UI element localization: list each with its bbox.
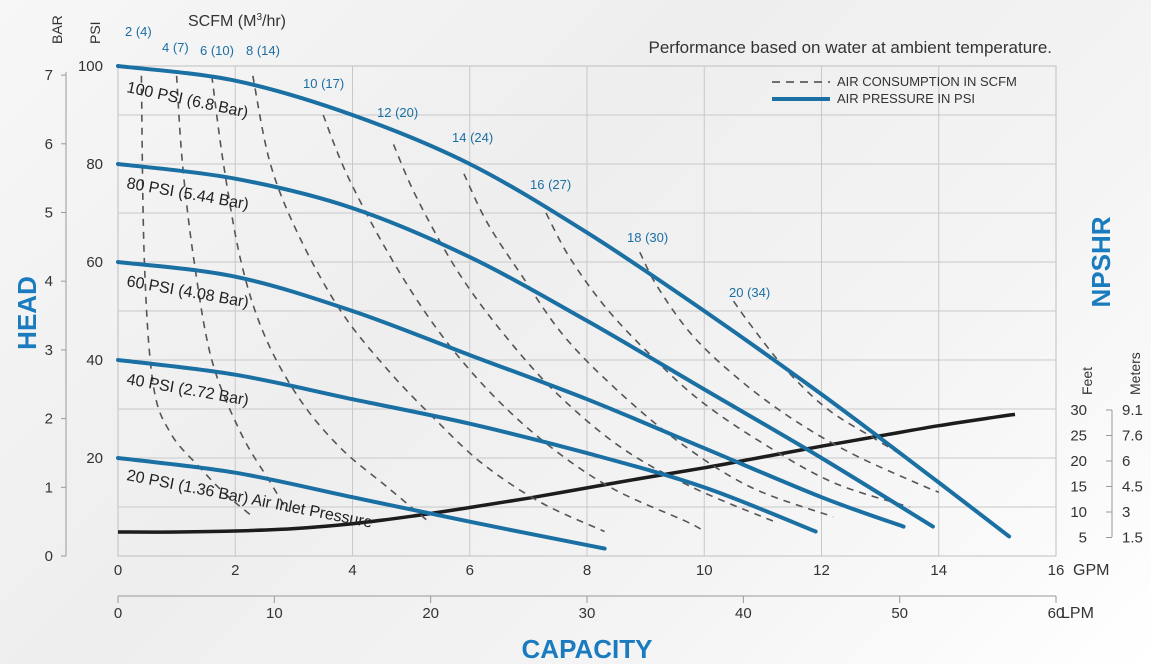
npshr-feet-tick-label: 30 bbox=[1070, 402, 1087, 419]
legend-scfm-label: AIR CONSUMPTION IN SCFM bbox=[837, 74, 1017, 89]
performance-note: Performance based on water at ambient te… bbox=[649, 38, 1053, 57]
scfm-header-suffix: /hr) bbox=[262, 13, 286, 30]
capacity-axis-title: CAPACITY bbox=[522, 634, 653, 664]
scfm-header-prefix: SCFM (M bbox=[188, 13, 256, 30]
lpm-tick-label: 60 bbox=[1048, 605, 1065, 622]
bar-tick-label: 4 bbox=[45, 273, 53, 290]
npshr-meters-tick-label: 3 bbox=[1122, 504, 1130, 521]
meters-unit-label: Meters bbox=[1127, 352, 1143, 395]
tick-labels: 0 2 4 6 8 10 12 14 160 10 20 30 40 50 6020406080100012… bbox=[45, 58, 1143, 622]
psi-tick-label: 60 bbox=[86, 254, 103, 271]
scfm-curve bbox=[463, 173, 834, 518]
lpm-tick-label: 50 bbox=[891, 605, 908, 622]
bar-tick-label: 5 bbox=[45, 205, 53, 222]
pressure-curve bbox=[116, 358, 818, 534]
npshr-curve bbox=[117, 412, 1016, 534]
npshr-feet-tick-label: 15 bbox=[1070, 479, 1087, 496]
npshr-axis-title: NPSHR bbox=[1086, 216, 1116, 307]
lpm-tick-label: 0 bbox=[114, 605, 122, 622]
npshr-series bbox=[117, 412, 1016, 534]
npshr-feet-tick-label: 10 bbox=[1070, 504, 1087, 521]
psi-tick-label: 20 bbox=[86, 450, 103, 467]
scfm-curve bbox=[252, 75, 605, 533]
gpm-tick-label: 14 bbox=[930, 562, 947, 579]
scfm-curve-label: 6 (10) bbox=[200, 43, 234, 58]
gpm-tick-label: 2 bbox=[231, 562, 239, 579]
npshr-meters-tick-label: 4.5 bbox=[1122, 479, 1143, 496]
npshr-meters-tick-label: 6 bbox=[1122, 453, 1130, 470]
psi-tick-label: 100 bbox=[78, 58, 103, 75]
gpm-tick-label: 0 bbox=[114, 562, 122, 579]
scfm-curve bbox=[140, 75, 254, 518]
npshr-meters-tick-label: 1.5 bbox=[1122, 530, 1143, 547]
scfm-curve bbox=[211, 75, 430, 523]
bar-tick-label: 2 bbox=[45, 411, 53, 428]
gpm-unit-label: GPM bbox=[1073, 562, 1109, 579]
scfm-curve-label: 12 (20) bbox=[377, 105, 418, 120]
scfm-curve-label: 16 (27) bbox=[530, 177, 571, 192]
lpm-tick-label: 20 bbox=[422, 605, 439, 622]
npshr-feet-tick-label: 25 bbox=[1070, 428, 1087, 445]
pressure-curve bbox=[116, 162, 935, 529]
scfm-header: SCFM (M3/hr) bbox=[188, 12, 286, 30]
scfm-curve-label: 10 (17) bbox=[303, 76, 344, 91]
gpm-tick-label: 10 bbox=[696, 562, 713, 579]
gpm-tick-label: 12 bbox=[813, 562, 830, 579]
lpm-unit-label: LPM bbox=[1061, 605, 1094, 622]
scfm-header-sup: 3 bbox=[256, 12, 262, 23]
scfm-curve-label: 4 (7) bbox=[162, 40, 189, 55]
npshr-meters-tick-label: 7.6 bbox=[1122, 428, 1143, 445]
psi-tick-label: 40 bbox=[86, 352, 103, 369]
scfm-curve-label: 18 (30) bbox=[627, 230, 668, 245]
axes bbox=[65, 72, 1113, 597]
bar-unit-label: BAR bbox=[49, 15, 65, 44]
pressure-series-group: 100 PSI (6.8 Bar)80 PSI (5.44 Bar)60 PSI… bbox=[116, 64, 1012, 551]
pressure-curve bbox=[116, 456, 607, 551]
scfm-curve-label: 2 (4) bbox=[125, 24, 152, 39]
scfm-series-group: 2 (4) 4 (7) 6 (10) 8 (14) 10 (17) 12 (20) 14 (… bbox=[125, 24, 940, 533]
grid bbox=[117, 65, 1057, 557]
lpm-tick-label: 10 bbox=[266, 605, 283, 622]
gpm-tick-label: 4 bbox=[348, 562, 356, 579]
scfm-curve bbox=[175, 75, 289, 513]
bar-tick-label: 6 bbox=[45, 136, 53, 153]
scfm-curve-label: 8 (14) bbox=[246, 43, 280, 58]
scfm-curve bbox=[639, 251, 940, 494]
head-axis-title: HEAD bbox=[12, 276, 42, 350]
pressure-curve-label: 40 PSI (2.72 Bar) bbox=[125, 371, 250, 409]
lpm-tick-label: 40 bbox=[735, 605, 752, 622]
pressure-curve-label: 60 PSI (4.08 Bar) bbox=[125, 273, 250, 311]
pressure-curve bbox=[116, 260, 906, 529]
legend: AIR CONSUMPTION IN SCFM AIR PRESSURE IN … bbox=[772, 74, 1017, 106]
gpm-tick-label: 6 bbox=[466, 562, 474, 579]
npshr-meters-tick-label: 9.1 bbox=[1122, 402, 1143, 419]
scfm-curve bbox=[322, 114, 705, 533]
bar-tick-label: 1 bbox=[45, 479, 53, 496]
npshr-feet-tick-label: 20 bbox=[1070, 453, 1087, 470]
scfm-curve-label: 20 (34) bbox=[729, 285, 770, 300]
gpm-tick-label: 16 bbox=[1048, 562, 1065, 579]
psi-unit-label: PSI bbox=[87, 21, 103, 44]
lpm-tick-label: 30 bbox=[579, 605, 596, 622]
scfm-curve-label: 14 (24) bbox=[452, 130, 493, 145]
bar-tick-label: 7 bbox=[45, 67, 53, 84]
npshr-feet-tick-label: 5 bbox=[1079, 530, 1087, 547]
scfm-curve bbox=[732, 300, 916, 464]
bar-tick-label: 0 bbox=[45, 548, 53, 565]
feet-unit-label: Feet bbox=[1079, 367, 1095, 395]
legend-psi-label: AIR PRESSURE IN PSI bbox=[837, 91, 975, 106]
bar-tick-label: 3 bbox=[45, 342, 53, 359]
gpm-tick-label: 8 bbox=[583, 562, 591, 579]
pressure-curve bbox=[116, 64, 1012, 539]
psi-tick-label: 80 bbox=[86, 156, 103, 173]
